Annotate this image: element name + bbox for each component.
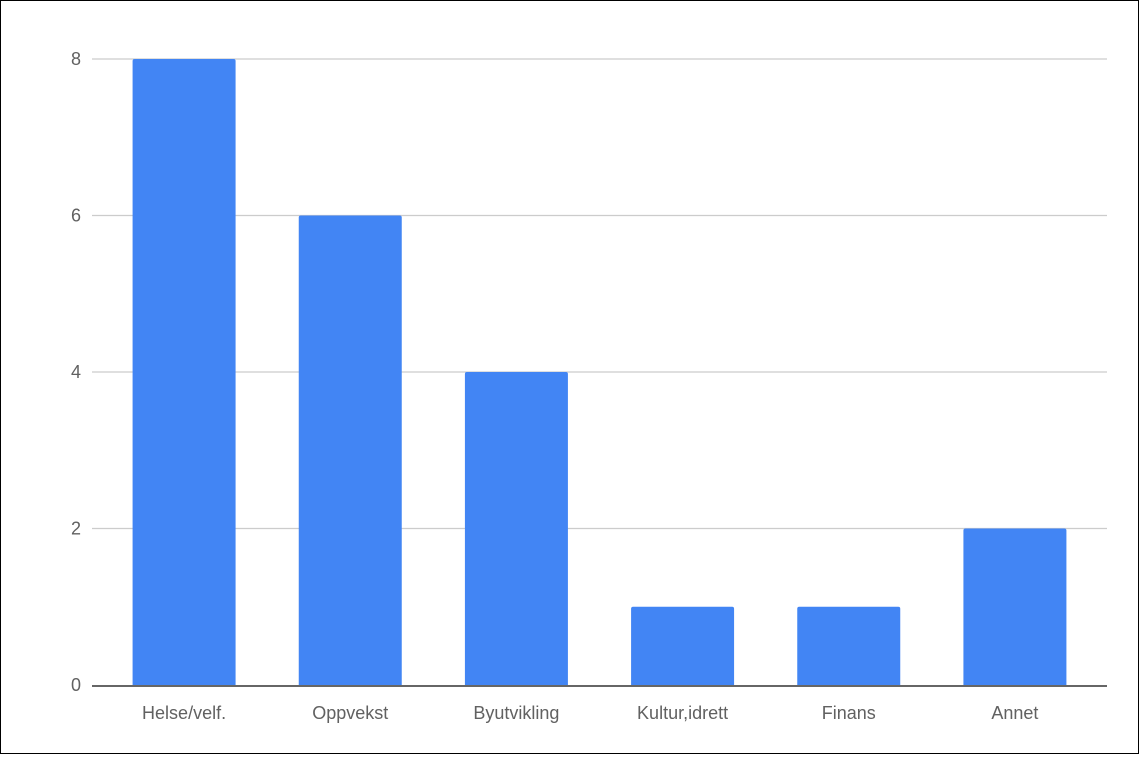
y-tick-label: 4 [71,362,81,382]
bar-finans[interactable] [797,606,901,685]
x-tick-label: Kultur,idrett [637,703,728,723]
y-tick-label: 6 [71,206,81,226]
x-axis-ticks: Helse/velf. Oppvekst Byutvikling Kultur,idr… [142,703,1038,723]
y-tick-label: 8 [71,49,81,69]
grid-lines [92,58,1107,530]
bar-oppvekst[interactable] [298,215,402,686]
bars [132,59,1067,686]
bar-byutvikling[interactable] [464,372,568,685]
x-tick-label: Byutvikling [473,703,559,723]
y-tick-label: 2 [71,519,81,539]
bar-kultur-idrett[interactable] [631,606,735,685]
bar-helse-velf[interactable] [132,59,236,685]
x-tick-label: Finans [822,703,876,723]
y-tick-label: 0 [71,675,81,695]
x-tick-label: Helse/velf. [142,703,226,723]
x-tick-label: Annet [991,703,1038,723]
bar-annet[interactable] [963,528,1067,686]
y-axis-ticks: 0 2 4 6 8 [71,49,81,695]
x-tick-label: Oppvekst [312,703,388,723]
